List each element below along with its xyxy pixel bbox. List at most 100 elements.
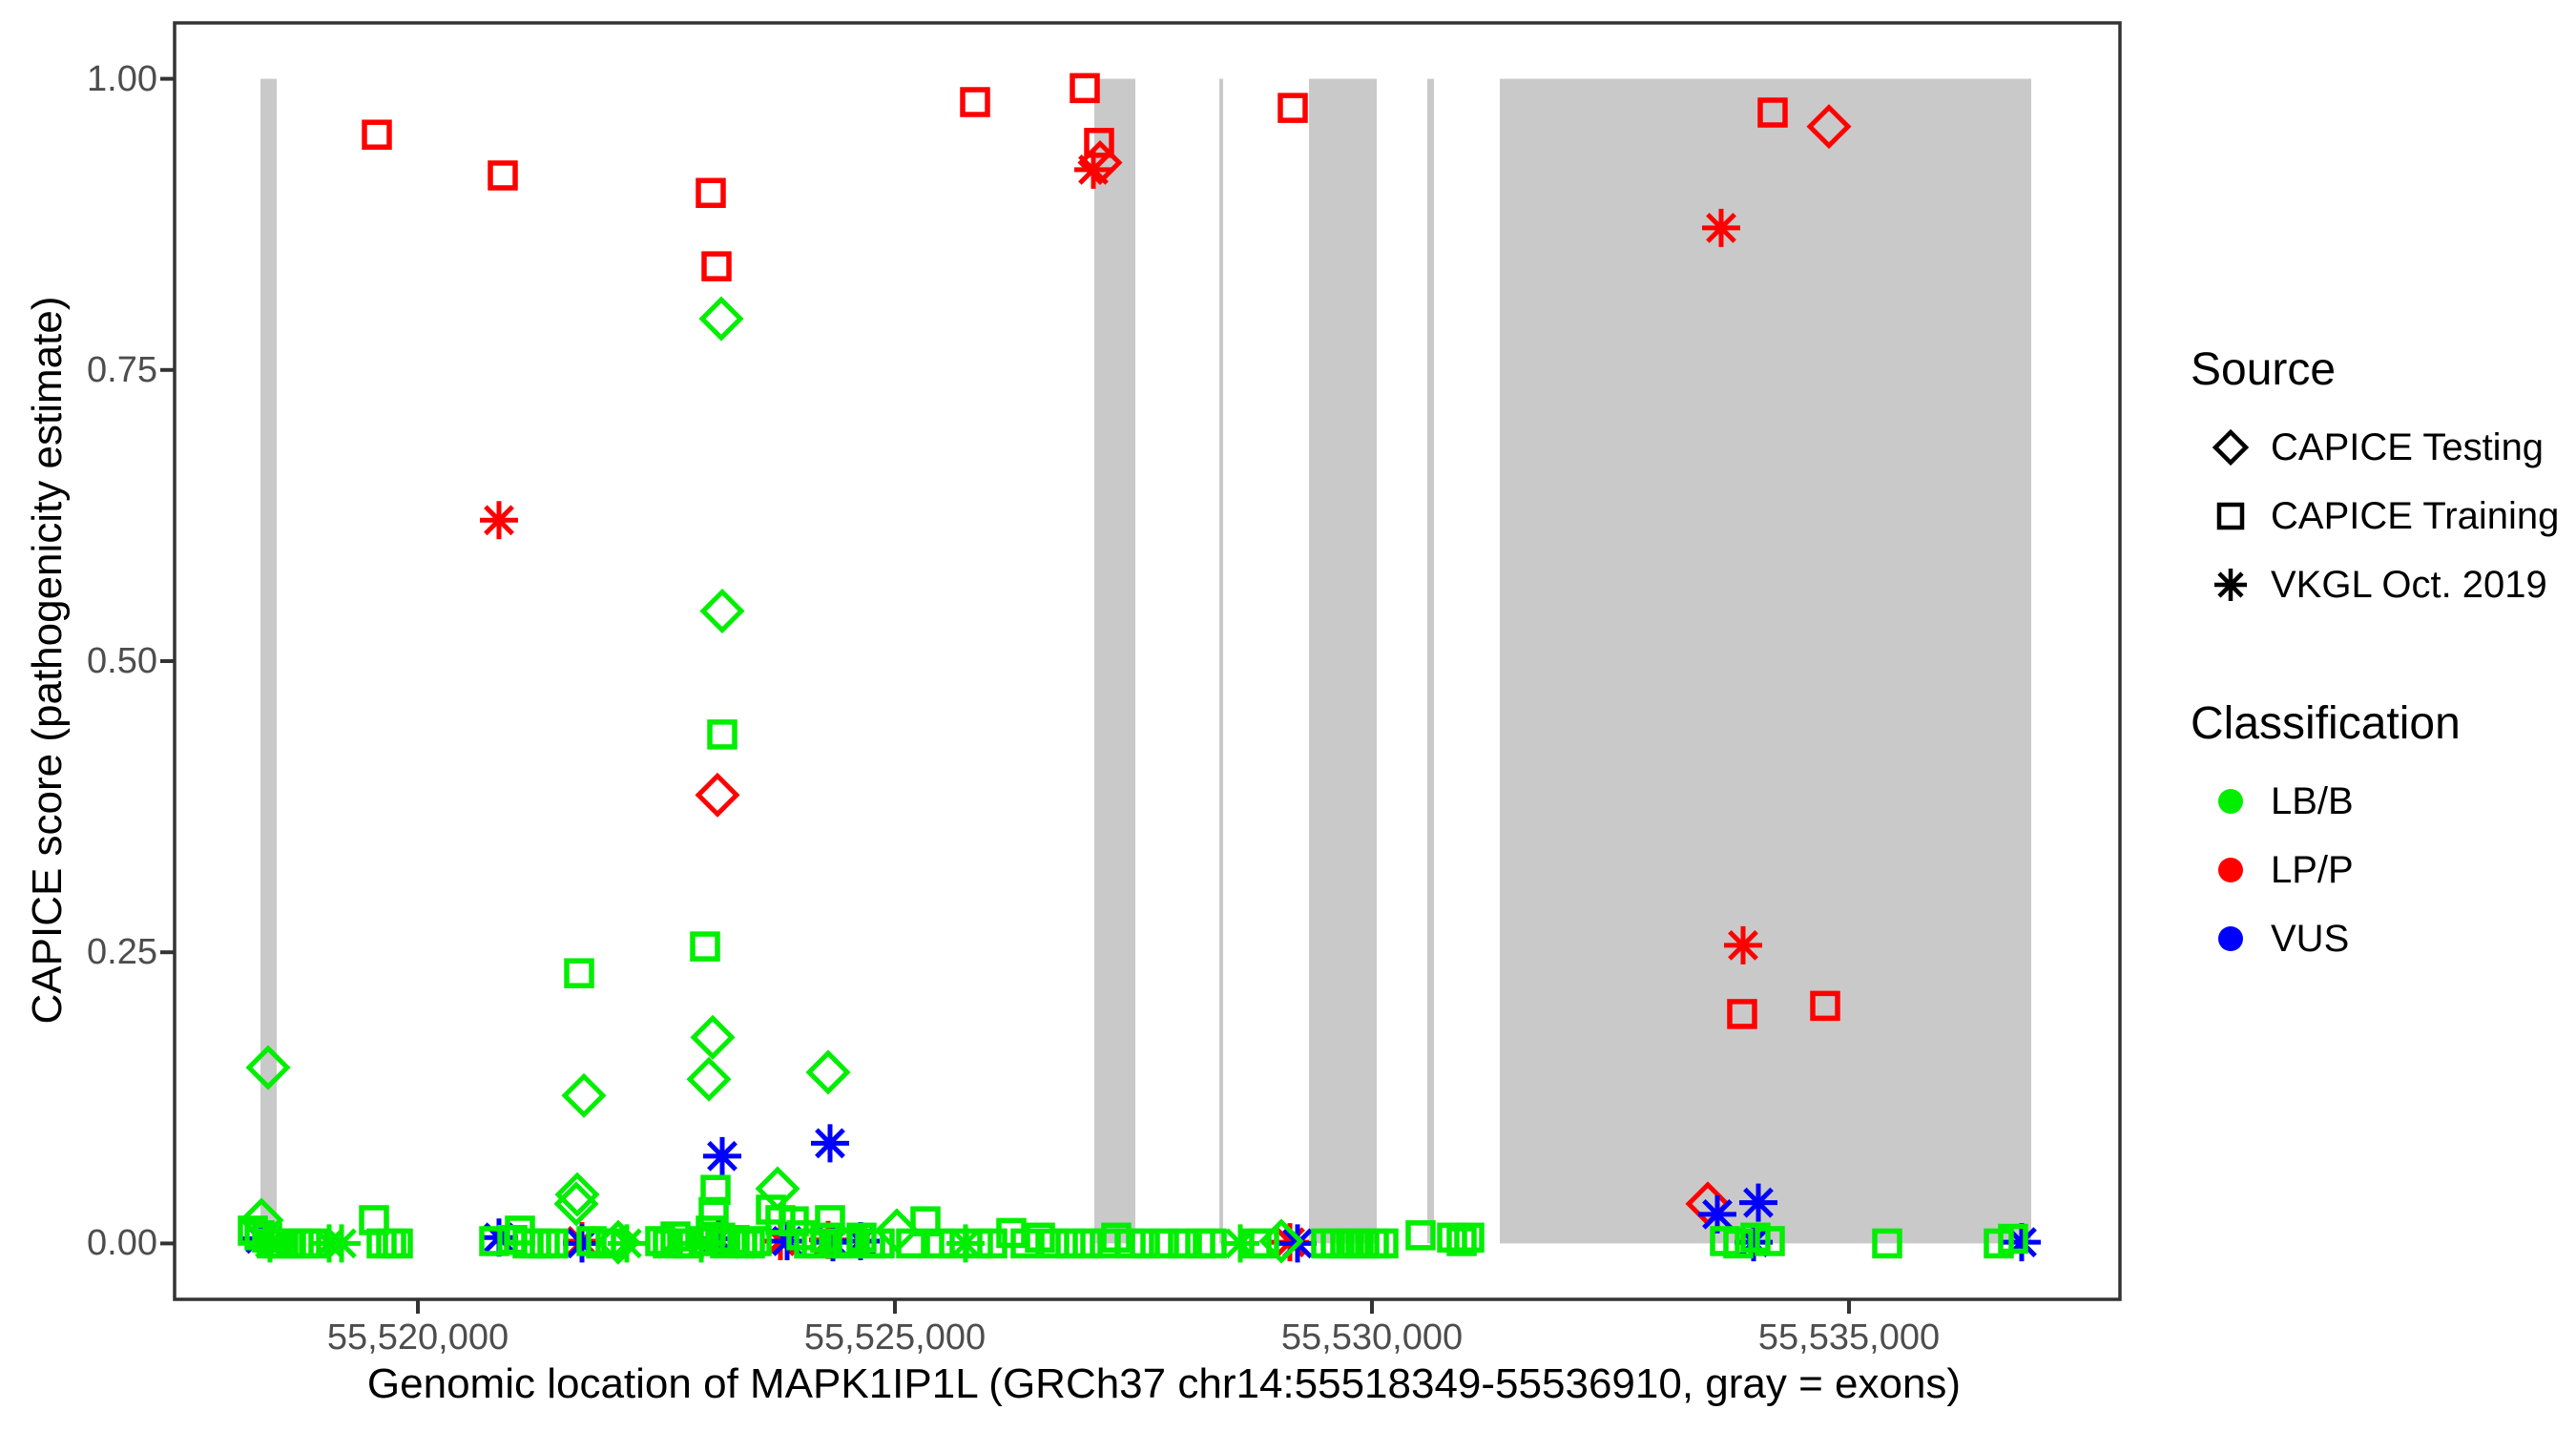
asterisk-marker <box>1221 1224 1259 1263</box>
legend-classification-items: LB/B LP/P VUS <box>2191 767 2572 973</box>
legend-key <box>2191 910 2271 967</box>
legend-key-asterisk-icon <box>2214 569 2247 601</box>
legend-key <box>2191 487 2271 545</box>
y-axis-title: CAPICE score (pathogenicity estimate) <box>24 296 71 1025</box>
asterisk-marker <box>811 1124 849 1163</box>
x-tick-label: 55,530,000 <box>1280 1317 1464 1358</box>
y-tick-label: 0.75 <box>87 349 157 390</box>
legend-classification-title: Classification <box>2191 698 2461 749</box>
legend-item-label: VKGL Oct. 2019 <box>2271 563 2547 606</box>
square-marker <box>1872 1228 1902 1259</box>
asterisk-marker <box>322 1224 361 1263</box>
square-marker <box>1727 999 1757 1029</box>
square-marker <box>741 1226 772 1256</box>
square-marker <box>362 119 392 150</box>
asterisk-marker <box>1724 925 1762 964</box>
square-marker <box>837 1227 867 1257</box>
y-tick-label: 0.25 <box>87 932 157 973</box>
legend-item: VKGL Oct. 2019 <box>2191 550 2572 619</box>
legend-key-dot-icon <box>2218 789 2243 814</box>
diamond-marker <box>1077 139 1123 186</box>
square-marker <box>1249 1228 1279 1259</box>
square-marker <box>1755 1226 1785 1256</box>
diamond-glyph <box>2212 428 2250 467</box>
square-marker <box>701 251 732 281</box>
legend-item-label: LB/B <box>2271 779 2354 822</box>
diamond-marker <box>1806 104 1852 150</box>
asterisk-glyph <box>2214 569 2247 601</box>
asterisk-marker <box>563 1224 601 1263</box>
square-marker <box>488 160 518 191</box>
diamond-marker <box>805 1049 851 1095</box>
asterisk-marker <box>1074 150 1112 189</box>
exon-region <box>1500 78 2031 1244</box>
x-tick-label: 55,520,000 <box>326 1317 509 1358</box>
diamond-marker <box>245 1045 291 1090</box>
x-tick-label: 55,525,000 <box>803 1317 987 1358</box>
square-marker <box>1130 1228 1160 1259</box>
y-tick-label: 1.00 <box>87 58 157 99</box>
square-marker <box>530 1228 560 1259</box>
dot-glyph <box>2218 926 2243 951</box>
legend-key-dot-icon <box>2218 926 2243 951</box>
legend-key <box>2191 841 2271 899</box>
asterisk-marker <box>1739 1183 1777 1222</box>
legend-key-dot-icon <box>2218 858 2243 882</box>
legend-item: CAPICE Testing <box>2191 413 2572 482</box>
asterisk-marker <box>703 1136 741 1175</box>
diamond-marker <box>686 1056 732 1102</box>
legend-source-title: Source <box>2191 344 2337 395</box>
exon-region <box>1309 78 1377 1244</box>
asterisk-marker <box>608 1224 646 1263</box>
diamond-marker <box>690 1014 736 1060</box>
legend-item-label: CAPICE Testing <box>2271 425 2545 468</box>
square-marker <box>1039 1228 1070 1259</box>
y-tick-label: 0.00 <box>87 1223 157 1264</box>
exon-region <box>260 78 277 1244</box>
square-marker <box>1446 1226 1477 1256</box>
diamond-marker <box>1258 1218 1304 1264</box>
dot-glyph <box>2218 858 2243 882</box>
diamond-marker <box>561 1072 607 1118</box>
square-marker <box>1405 1220 1436 1251</box>
diamond-marker <box>699 588 745 634</box>
square-marker <box>1278 93 1308 123</box>
asterisk-marker <box>682 1224 720 1263</box>
diamond-marker <box>595 1219 641 1265</box>
square-marker <box>1072 1228 1103 1259</box>
diamond-marker <box>698 296 744 342</box>
legend-key <box>2191 773 2271 830</box>
square-marker <box>1723 1228 1754 1259</box>
square-marker <box>696 177 726 208</box>
legend-item-label: CAPICE Training <box>2271 494 2560 537</box>
square-marker <box>1055 1228 1086 1259</box>
legend-item: LB/B <box>2191 767 2572 836</box>
square-marker <box>719 1224 750 1255</box>
legend-item: VUS <box>2191 904 2572 973</box>
exon-region <box>1094 78 1135 1244</box>
square-glyph <box>2216 502 2245 530</box>
asterisk-marker <box>1735 1223 1773 1262</box>
plot-panel-border <box>173 21 2122 1301</box>
legend-key <box>2191 419 2271 476</box>
square-marker <box>1757 97 1788 128</box>
square-marker <box>1084 127 1114 158</box>
exon-region <box>1219 78 1223 1244</box>
square-marker <box>383 1228 413 1259</box>
square-marker <box>707 719 737 750</box>
square-marker <box>960 87 990 117</box>
square-marker <box>564 958 594 988</box>
square-marker <box>538 1228 569 1259</box>
square-marker <box>1437 1222 1467 1254</box>
asterisk-marker <box>1702 208 1740 247</box>
diamond-marker <box>755 1166 800 1212</box>
square-marker <box>690 931 720 962</box>
legend-item: CAPICE Training <box>2191 482 2572 550</box>
asterisk-marker <box>2003 1223 2041 1262</box>
legend-item: LP/P <box>2191 836 2572 904</box>
legend-key-square-icon <box>2216 502 2245 530</box>
diamond-marker <box>554 1172 600 1217</box>
legend-key-diamond-icon <box>2212 428 2250 467</box>
